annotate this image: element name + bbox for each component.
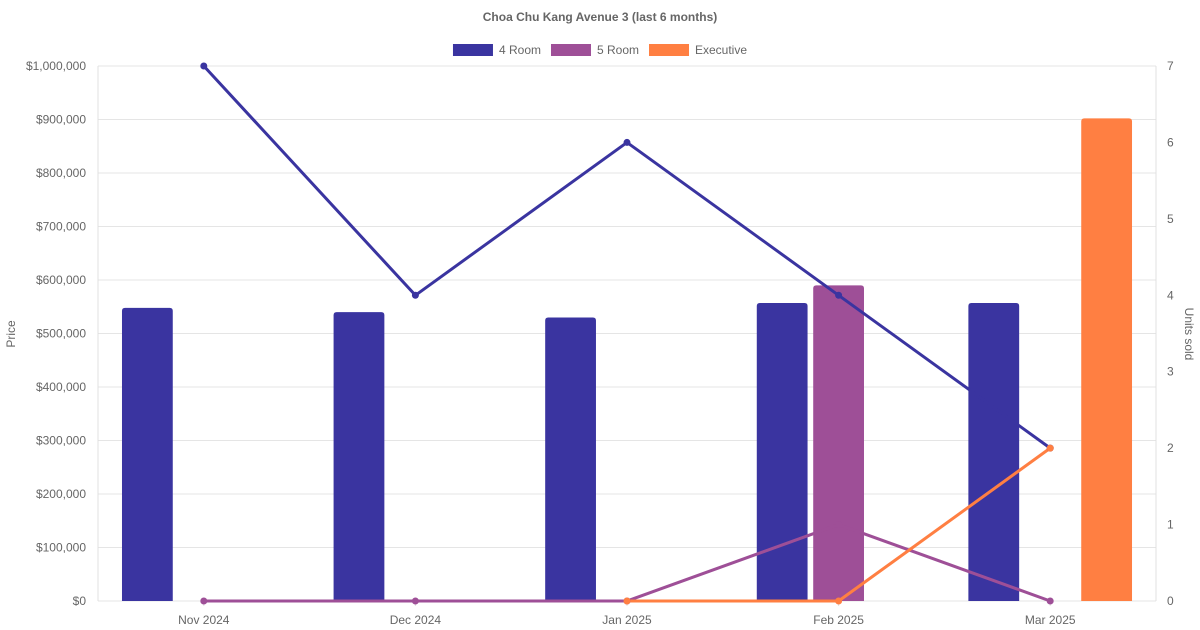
y-right-tick-label: 1 xyxy=(1167,518,1174,532)
chart-title: Choa Chu Kang Avenue 3 (last 6 months) xyxy=(483,10,717,24)
y-left-tick-label: $600,000 xyxy=(36,273,86,287)
y-left-tick-label: $300,000 xyxy=(36,434,86,448)
grid-lines xyxy=(98,65,1156,602)
bar-4-room-jan-2025 xyxy=(545,317,596,601)
y-right-tick-label: 4 xyxy=(1167,288,1174,302)
bar-5-room-feb-2025 xyxy=(813,285,864,601)
bar-4-room-mar-2025 xyxy=(968,303,1020,601)
y-left-tick-label: $200,000 xyxy=(36,487,86,501)
point-4-room xyxy=(623,138,631,146)
y-axis-right-title: Units sold xyxy=(1182,308,1196,361)
x-tick-label: Mar 2025 xyxy=(1025,613,1076,627)
y-left-tick-label: $100,000 xyxy=(36,541,86,555)
legend: 4 Room 5 Room Executive xyxy=(452,43,747,57)
point-executive xyxy=(1046,444,1054,452)
legend-label-4-room[interactable]: 4 Room xyxy=(499,43,541,57)
y-axis-left-title: Price xyxy=(4,320,18,348)
y-left-tick-label: $1,000,000 xyxy=(26,59,86,73)
point-5-room xyxy=(411,597,419,605)
y-right-tick-label: 3 xyxy=(1167,365,1174,379)
x-tick-label: Jan 2025 xyxy=(602,613,652,627)
bar-executive-mar-2025 xyxy=(1081,118,1133,602)
y-left-tick-label: $0 xyxy=(73,594,87,608)
legend-swatch-4-room xyxy=(452,44,493,56)
x-tick-label: Feb 2025 xyxy=(813,613,864,627)
y-left-tick-label: $400,000 xyxy=(36,380,86,394)
point-4-room xyxy=(200,62,208,70)
point-4-room xyxy=(411,291,419,299)
y-left-tick-label: $800,000 xyxy=(36,166,86,180)
point-5-room xyxy=(1046,597,1054,605)
y-right-tick-label: 0 xyxy=(1167,594,1174,608)
point-4-room xyxy=(835,291,843,299)
axes: $0 $100,000 $200,000 $300,000 $400,000 $500,0… xyxy=(26,59,1174,627)
y-left-tick-label: $700,000 xyxy=(36,220,86,234)
y-left-tick-label: $900,000 xyxy=(36,113,86,127)
legend-swatch-5-room xyxy=(550,44,591,56)
bar-4-room-nov-2024 xyxy=(121,307,173,601)
line-4-room xyxy=(202,64,1052,450)
point-executive xyxy=(623,597,631,605)
legend-swatch-executive xyxy=(649,44,690,56)
x-tick-label: Nov 2024 xyxy=(178,613,230,627)
y-right-tick-label: 6 xyxy=(1167,135,1174,149)
bar-4-room-feb-2025 xyxy=(756,303,808,601)
point-5-room xyxy=(835,521,843,529)
price-bars xyxy=(121,118,1133,602)
x-tick-label: Dec 2024 xyxy=(390,613,442,627)
legend-label-executive[interactable]: Executive xyxy=(695,43,747,57)
y-right-tick-label: 2 xyxy=(1167,441,1174,455)
point-5-room xyxy=(200,597,208,605)
y-right-tick-label: 7 xyxy=(1167,59,1174,73)
y-left-tick-label: $500,000 xyxy=(36,327,86,341)
line-5-room xyxy=(203,523,1051,603)
legend-label-5-room[interactable]: 5 Room xyxy=(597,43,639,57)
y-right-tick-label: 5 xyxy=(1167,212,1174,226)
point-executive xyxy=(835,597,843,605)
bar-4-room-dec-2024 xyxy=(333,312,385,601)
units-points xyxy=(200,62,1054,605)
